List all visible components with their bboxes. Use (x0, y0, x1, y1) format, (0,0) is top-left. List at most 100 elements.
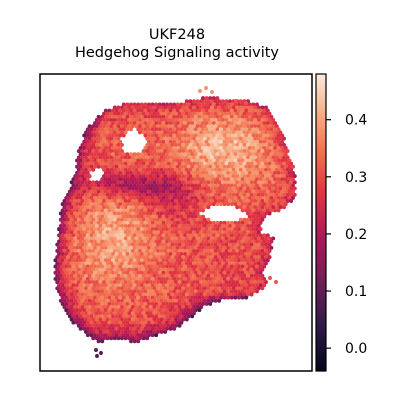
data-spot (242, 292, 247, 297)
data-spot (246, 192, 250, 197)
data-spot (195, 280, 200, 285)
data-spot (138, 117, 142, 122)
data-spot (195, 286, 200, 291)
data-spot (219, 283, 223, 288)
data-spot (89, 164, 94, 169)
data-spot (183, 114, 187, 119)
data-spot (222, 133, 227, 138)
data-spot (255, 114, 259, 119)
data-spot (127, 223, 132, 228)
data-spot (103, 195, 108, 200)
data-spot (219, 170, 223, 175)
data-spot (130, 192, 135, 197)
data-spot (226, 108, 231, 113)
data-spot (78, 252, 83, 256)
data-spot (89, 320, 94, 325)
data-spot (78, 170, 83, 175)
data-spot (159, 298, 164, 303)
data-spot (145, 111, 150, 116)
data-spot (201, 121, 205, 126)
data-spot (165, 108, 169, 113)
data-spot (80, 292, 85, 297)
data-spot (246, 155, 250, 160)
data-spot (82, 227, 87, 232)
data-spot (204, 239, 209, 244)
data-spot (141, 317, 146, 322)
data-spot (84, 205, 88, 210)
data-spot (138, 329, 142, 334)
data-spot (240, 276, 245, 281)
data-spot (172, 121, 177, 126)
data-spot (247, 152, 252, 157)
data-spot (103, 202, 108, 207)
data-spot (161, 139, 166, 144)
data-spot (278, 205, 283, 210)
data-spot (109, 180, 114, 185)
data-spot (132, 233, 137, 238)
data-spot (183, 276, 187, 281)
data-spot (64, 295, 69, 300)
data-spot (62, 255, 67, 260)
data-spot (125, 289, 130, 294)
data-spot (152, 280, 157, 285)
data-spot (118, 239, 123, 244)
data-spot (138, 217, 142, 222)
data-spot (120, 323, 124, 328)
data-spot (123, 329, 128, 334)
data-spot (109, 329, 114, 334)
data-spot (228, 99, 232, 104)
data-spot (220, 186, 225, 191)
data-spot (195, 248, 200, 253)
data-spot (166, 255, 171, 260)
data-spot (111, 133, 115, 138)
data-spot (67, 283, 72, 288)
data-spot (138, 230, 142, 235)
data-spot (73, 230, 78, 235)
data-spot (233, 270, 238, 275)
data-spot (249, 292, 254, 297)
data-spot (105, 217, 110, 222)
data-spot (188, 292, 193, 297)
data-spot (130, 298, 135, 303)
data-spot (258, 146, 263, 150)
data-spot (229, 177, 234, 182)
data-spot (145, 174, 150, 179)
data-spot (193, 208, 198, 213)
data-spot (80, 280, 85, 285)
data-spot (206, 180, 211, 185)
data-spot (118, 252, 123, 256)
data-spot (84, 298, 88, 303)
data-spot (114, 189, 119, 194)
data-spot (215, 276, 220, 281)
data-spot (143, 264, 148, 269)
data-spot (130, 105, 135, 110)
data-spot (138, 205, 142, 210)
data-spot (242, 161, 247, 166)
data-spot (165, 133, 169, 138)
data-spot (208, 133, 213, 138)
data-spot (202, 111, 207, 116)
data-spot (215, 183, 220, 188)
data-spot (147, 270, 151, 275)
data-spot (111, 270, 115, 275)
data-spot (64, 258, 69, 263)
data-spot (202, 273, 207, 278)
data-spot (64, 227, 69, 232)
data-spot (60, 276, 65, 281)
data-spot (141, 161, 146, 166)
data-spot (116, 261, 121, 266)
data-spot (246, 211, 250, 216)
data-spot (85, 152, 90, 157)
data-spot (249, 142, 254, 147)
data-spot (184, 230, 189, 235)
data-spot (210, 124, 214, 129)
data-spot (127, 286, 132, 291)
data-spot (67, 227, 72, 232)
data-spot (141, 217, 146, 222)
data-spot (98, 130, 103, 135)
data-spot (251, 258, 256, 263)
data-spot (112, 223, 117, 228)
data-spot (222, 295, 227, 300)
data-spot (273, 170, 277, 175)
data-spot (247, 245, 252, 250)
